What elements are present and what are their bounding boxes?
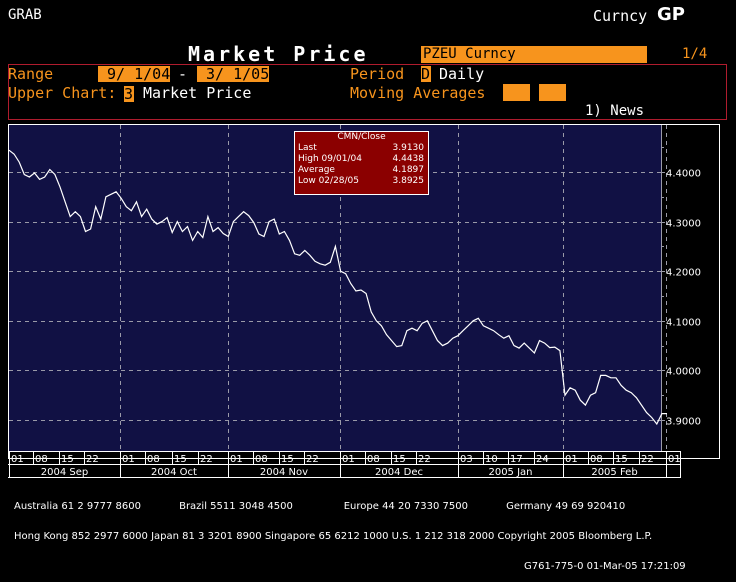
- svg-text:2005 Feb: 2005 Feb: [591, 467, 637, 478]
- footer-contacts-2: Hong Kong 852 2977 6000 Japan 81 3 3201 …: [14, 531, 653, 542]
- svg-text:08: 08: [255, 454, 268, 465]
- period-code-field[interactable]: D: [421, 65, 431, 83]
- footer-timestamp: G761-775-0 01-Mar-05 17:21:09: [524, 561, 686, 572]
- moving-averages-label: Moving Averages: [350, 84, 486, 102]
- svg-text:01: 01: [11, 454, 24, 465]
- svg-text:01: 01: [122, 454, 135, 465]
- footer: Australia 61 2 9777 8600 Brazil 5511 304…: [14, 482, 686, 582]
- svg-text:4.1000: 4.1000: [666, 318, 701, 329]
- svg-text:2004 Sep: 2004 Sep: [41, 467, 88, 478]
- svg-text:10: 10: [485, 454, 498, 465]
- y-axis-labels: 4.4000 4.3000 4.2000 4.1000 4.0000 3.9000: [661, 147, 701, 428]
- svg-text:15: 15: [615, 454, 628, 465]
- legend-row-last: Last 3.9130: [298, 143, 424, 153]
- legend-row-low: Low 02/28/05 3.8925: [298, 176, 424, 186]
- moving-average-2-field[interactable]: [539, 84, 566, 101]
- svg-text:4.2000: 4.2000: [666, 268, 701, 279]
- grid-lines: [9, 125, 667, 451]
- settings-panel: [8, 64, 727, 120]
- footer-contacts-1: Australia 61 2 9777 8600 Brazil 5511 304…: [14, 501, 626, 512]
- svg-text:4.4000: 4.4000: [666, 169, 701, 180]
- svg-text:01: 01: [342, 454, 355, 465]
- svg-text:01: 01: [668, 454, 681, 465]
- svg-text:24: 24: [536, 454, 549, 465]
- legend-row-high: High 09/01/04 4.4438: [298, 154, 424, 164]
- legend-title: CMN/Close: [337, 132, 386, 142]
- svg-text:03: 03: [460, 454, 473, 465]
- market-sector: Curncy: [593, 7, 648, 25]
- period-value: Daily: [439, 65, 485, 83]
- upper-chart-value: Market Price: [143, 84, 252, 102]
- chart-legend: CMN/Close Last 3.9130 High 09/01/04 4.4438…: [294, 131, 429, 195]
- svg-text:22: 22: [306, 454, 319, 465]
- page-title: Market Price: [188, 42, 369, 66]
- svg-text:22: 22: [641, 454, 654, 465]
- period-label: Period: [350, 65, 405, 83]
- legend-row-average: Average 4.1897: [298, 165, 424, 175]
- price-line: [8, 149, 667, 426]
- page-indicator: 1/4: [682, 46, 708, 62]
- function-name: GRAB: [8, 7, 42, 23]
- svg-text:08: 08: [590, 454, 603, 465]
- range-separator: -: [178, 65, 188, 83]
- svg-text:4.3000: 4.3000: [666, 219, 701, 230]
- range-label: Range: [8, 65, 54, 83]
- svg-text:01: 01: [230, 454, 243, 465]
- svg-text:15: 15: [61, 454, 74, 465]
- svg-text:08: 08: [367, 454, 380, 465]
- svg-text:3.9000: 3.9000: [666, 417, 701, 428]
- x-axis-ticks: 01 08 15 22 01 08 15 22 01 08 15 22 01 08 15 22 03 10 17 24…: [9, 451, 681, 478]
- svg-text:2004 Dec: 2004 Dec: [375, 467, 423, 478]
- svg-text:4.0000: 4.0000: [666, 367, 701, 378]
- svg-text:17: 17: [510, 454, 523, 465]
- upper-chart-code-field[interactable]: 3: [124, 85, 134, 103]
- svg-text:22: 22: [200, 454, 213, 465]
- svg-text:2004 Nov: 2004 Nov: [260, 467, 308, 478]
- ticker-field[interactable]: PZEU Curncy: [421, 46, 647, 63]
- svg-text:08: 08: [147, 454, 160, 465]
- svg-text:15: 15: [281, 454, 294, 465]
- moving-average-1-field[interactable]: [503, 84, 530, 101]
- svg-text:15: 15: [174, 454, 187, 465]
- svg-text:08: 08: [35, 454, 48, 465]
- svg-text:22: 22: [418, 454, 431, 465]
- svg-text:2005 Jan: 2005 Jan: [488, 467, 532, 478]
- function-code: GP: [657, 4, 685, 25]
- svg-text:2004 Oct: 2004 Oct: [151, 467, 197, 478]
- svg-text:22: 22: [86, 454, 99, 465]
- upper-chart-label: Upper Chart:: [8, 84, 117, 102]
- range-end-field[interactable]: 3/ 1/05: [197, 65, 270, 83]
- news-link[interactable]: 1) News: [585, 103, 645, 119]
- range-start-field[interactable]: 9/ 1/04: [98, 65, 171, 83]
- svg-text:15: 15: [393, 454, 406, 465]
- svg-text:01: 01: [565, 454, 578, 465]
